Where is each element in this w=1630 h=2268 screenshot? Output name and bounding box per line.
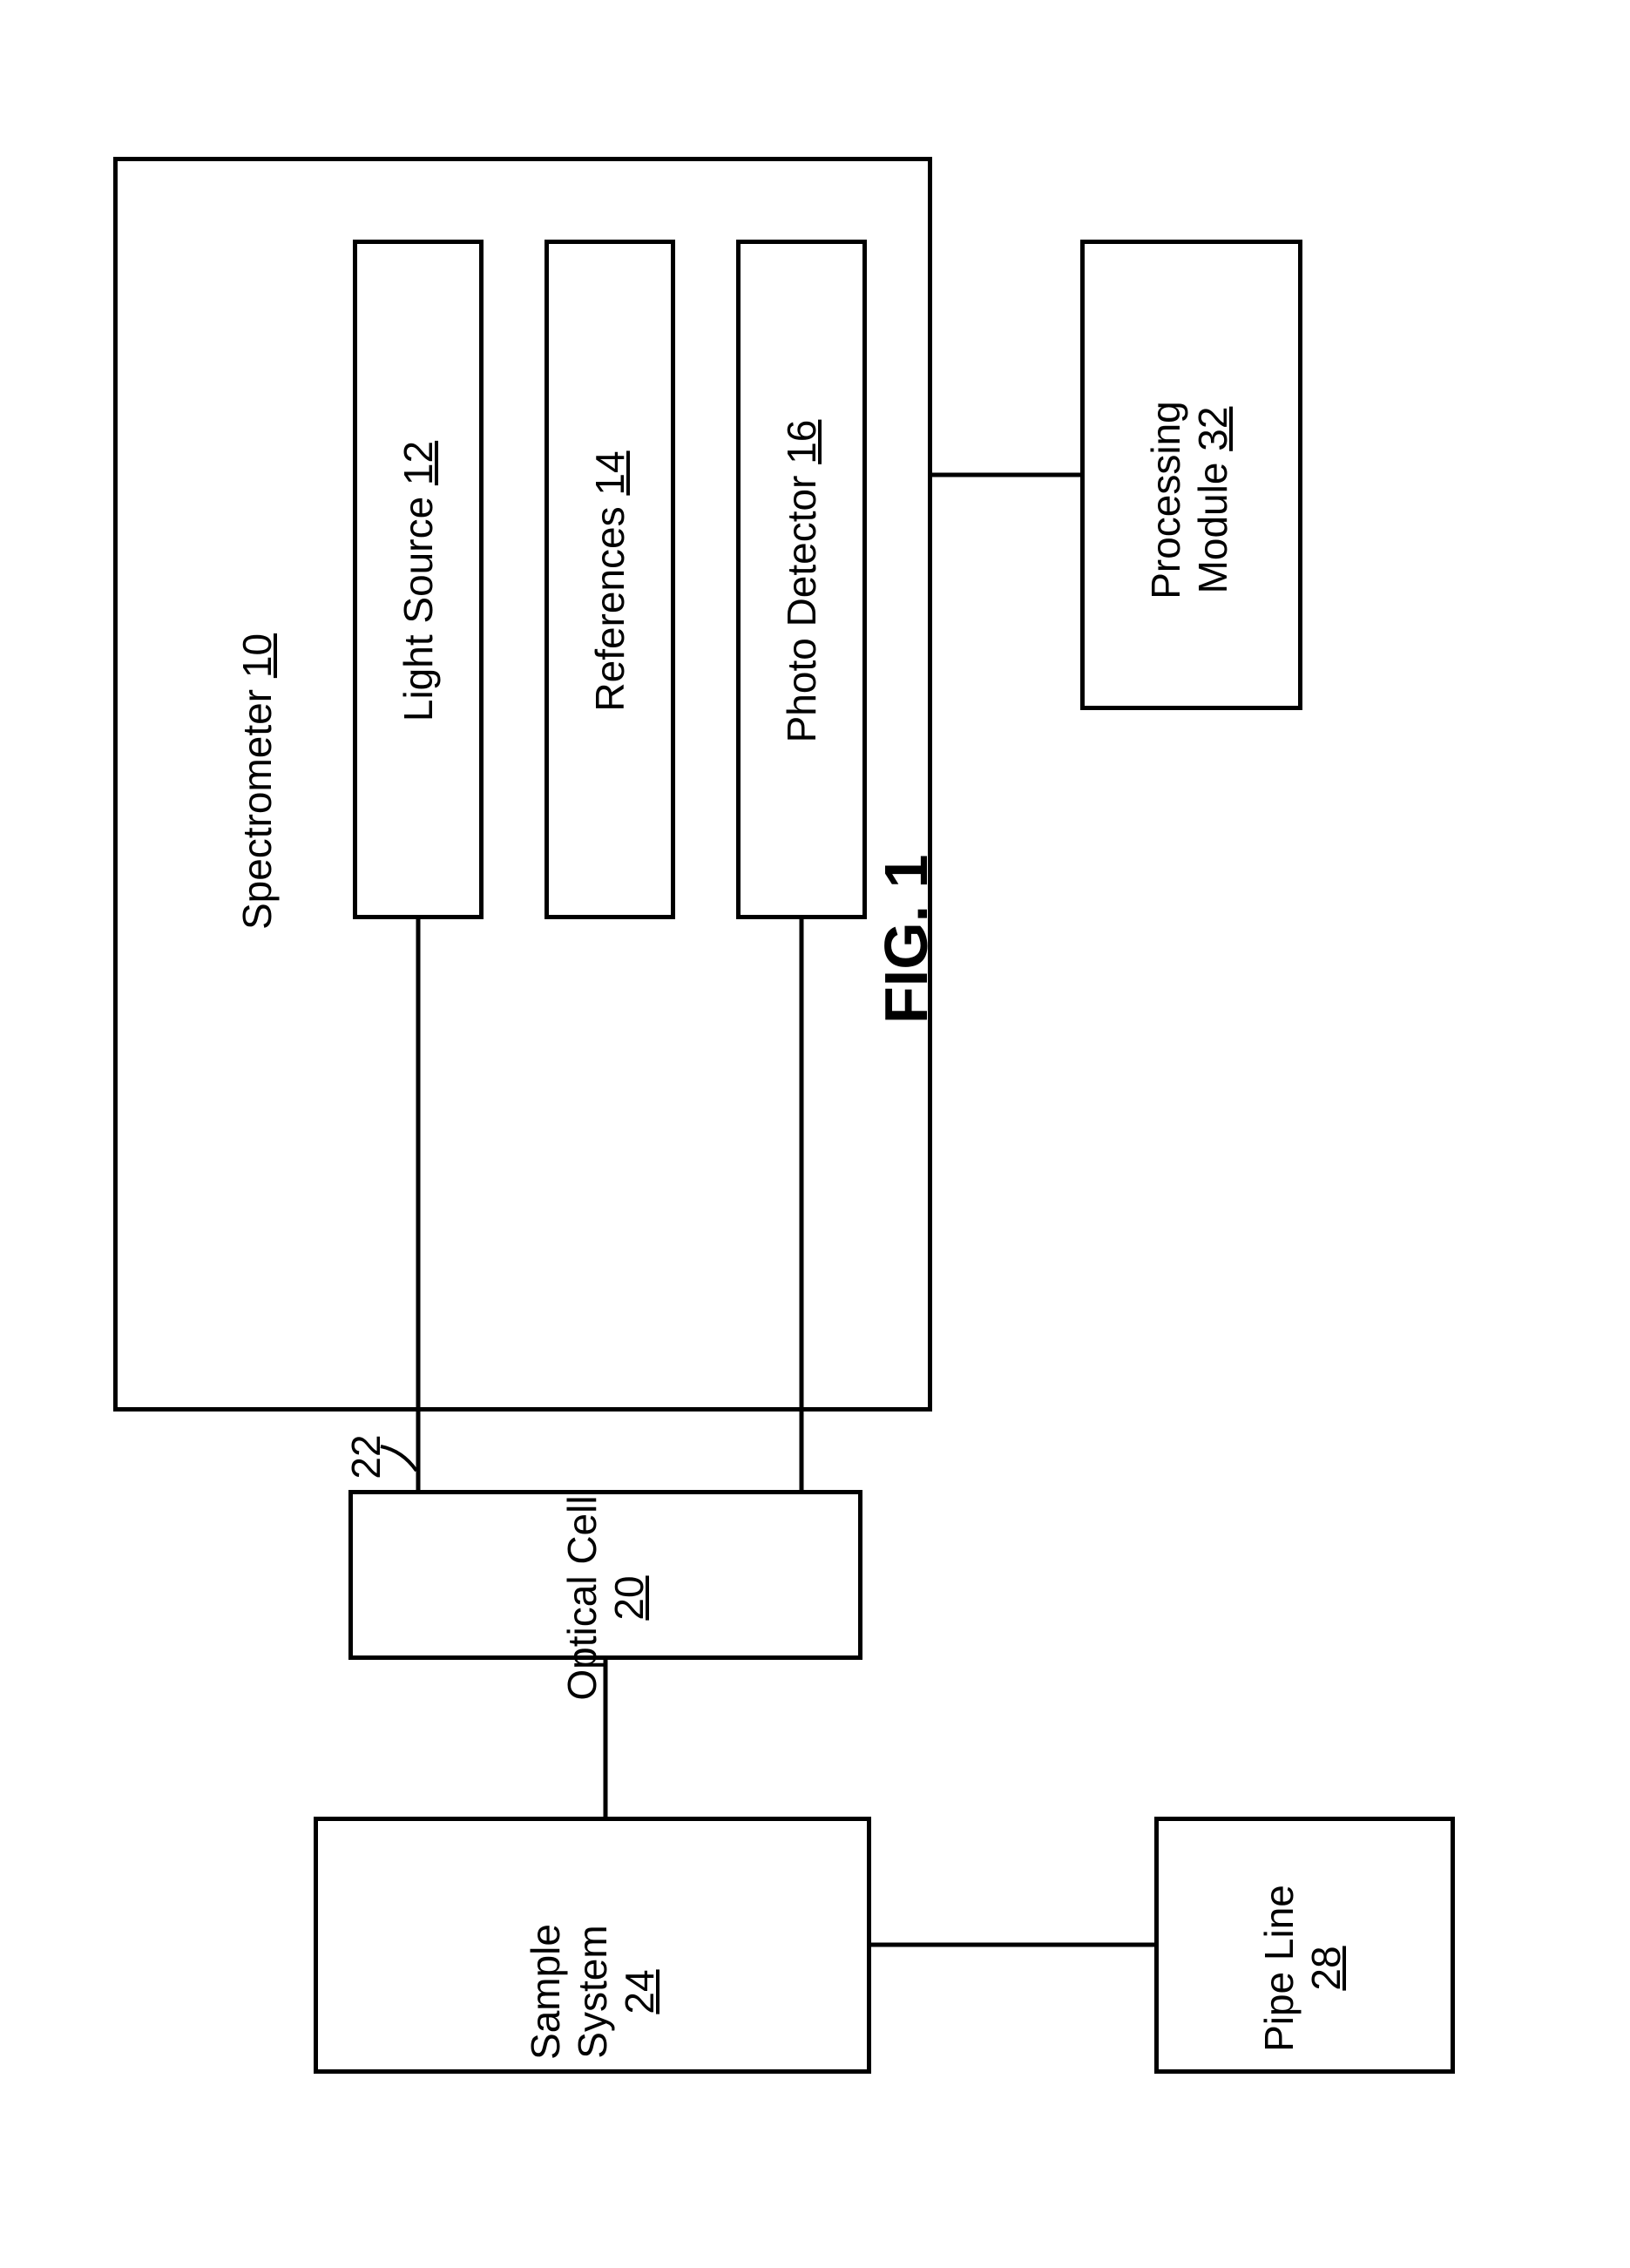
sample-system-num: 24	[617, 1969, 662, 2014]
figure-caption-text: FIG. 1	[872, 855, 940, 1024]
pipe-line-num: 28	[1303, 1946, 1349, 1990]
optical-cell-text: Optical Cell	[559, 1495, 605, 1700]
processing-module-num: 32	[1190, 407, 1235, 451]
references-text: References	[587, 506, 632, 711]
processing-module-text1: Processing	[1143, 401, 1188, 599]
ref-22-text: 22	[343, 1434, 389, 1479]
figure-caption: FIG. 1	[871, 855, 941, 1024]
photo-detector-label: Photo Detector 16	[778, 407, 825, 755]
sample-system-label: Sample System 24	[522, 1874, 663, 2109]
processing-module-label: Processing Module 32	[1142, 369, 1236, 631]
light-source-text: Light Source	[396, 497, 441, 721]
references-label: References 14	[586, 407, 633, 755]
optical-cell-num: 20	[606, 1575, 652, 1620]
processing-module-text2: Module	[1190, 463, 1235, 594]
ref-22: 22	[342, 1422, 389, 1492]
optical-cell-label: Optical Cell 20	[558, 1472, 653, 1724]
photo-detector-text: Photo Detector	[779, 476, 824, 743]
references-num: 14	[587, 450, 632, 495]
photo-detector-num: 16	[779, 420, 824, 464]
light-source-num: 12	[396, 441, 441, 485]
spectrometer-title: Spectrometer 10	[233, 607, 281, 956]
diagram-page: Spectrometer 10 Light Source 12 Referenc…	[0, 0, 1630, 2268]
sample-system-text2: System	[570, 1925, 615, 2058]
light-source-label: Light Source 12	[395, 407, 442, 755]
pipe-line-text: Pipe Line	[1256, 1885, 1302, 2052]
spectrometer-title-num: 10	[234, 633, 280, 678]
pipe-line-label: Pipe Line 28	[1255, 1872, 1349, 2064]
spectrometer-title-text: Spectrometer	[234, 689, 280, 930]
sample-system-text1: Sample	[523, 1924, 568, 2060]
